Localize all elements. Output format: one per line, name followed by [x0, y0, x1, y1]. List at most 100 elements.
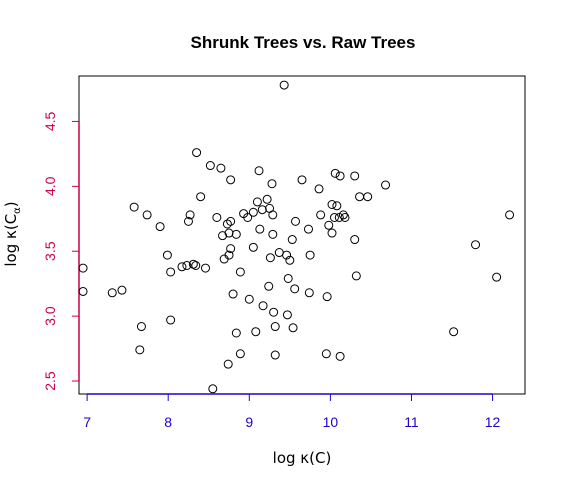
data-point [188, 259, 198, 269]
data-point [327, 228, 337, 238]
data-point [449, 327, 459, 337]
data-point [381, 180, 391, 190]
data-point [350, 235, 360, 245]
x-tick-label: 11 [404, 414, 419, 430]
y-tick-label: 2.5 [42, 371, 58, 391]
x-tick-label: 9 [245, 414, 253, 430]
data-point [471, 240, 481, 250]
y-tick-label: 4.0 [42, 176, 58, 196]
data-point [279, 80, 289, 90]
data-point [335, 171, 345, 181]
data-point [219, 254, 229, 264]
data-point [314, 184, 324, 194]
data-point [290, 284, 300, 294]
data-point [321, 349, 331, 359]
data-point [270, 350, 280, 360]
data-point [78, 286, 88, 296]
y-tick-label: 3.0 [42, 306, 58, 326]
data-point [218, 231, 228, 241]
data-point [285, 255, 295, 265]
y-axis-label-subscript: α [12, 207, 23, 214]
data-point [265, 253, 275, 263]
data-point [330, 168, 340, 178]
data-point [155, 222, 165, 232]
data-point [305, 250, 315, 260]
data-point [166, 315, 176, 325]
data-point [228, 289, 238, 299]
data-point [282, 310, 292, 320]
data-point [231, 229, 241, 239]
data-point [262, 194, 272, 204]
y-axis-label: log κ(Cα) [2, 201, 23, 266]
data-point [235, 349, 245, 359]
data-point [201, 263, 211, 273]
data-point [335, 351, 345, 361]
data-point [332, 201, 342, 211]
data-point [255, 224, 265, 234]
data-point [223, 359, 233, 369]
data-point [129, 202, 139, 212]
data-point [192, 148, 202, 158]
data-point [282, 250, 292, 260]
x-tick-label: 7 [83, 414, 91, 430]
x-axis: 7 8 9 10 11 12 [83, 393, 501, 430]
y-tick-label: 3.5 [42, 241, 58, 261]
data-point [231, 328, 241, 338]
data-point [351, 271, 361, 281]
data-point [226, 216, 236, 226]
data-point [492, 272, 502, 282]
data-point [288, 323, 298, 333]
data-point [329, 212, 339, 222]
data-point [254, 166, 264, 176]
y-axis-label-close: ) [2, 201, 20, 207]
data-point [304, 288, 314, 298]
data-point [142, 210, 152, 220]
data-point [363, 192, 373, 202]
data-point [135, 345, 145, 355]
y-axis: 2.5 3.0 3.5 4.0 4.5 [42, 111, 80, 391]
data-point [182, 261, 192, 271]
x-tick-label: 12 [485, 414, 501, 430]
data-points [78, 80, 515, 394]
plot-frame [78, 75, 526, 395]
data-point [208, 384, 218, 394]
data-point [107, 288, 117, 298]
data-point [248, 207, 258, 217]
data-point [212, 212, 222, 222]
data-point [324, 220, 334, 230]
x-tick-label: 8 [164, 414, 172, 430]
data-point [183, 216, 193, 226]
data-point [287, 235, 297, 245]
data-point [257, 205, 267, 215]
data-point [334, 212, 344, 222]
data-point [235, 267, 245, 277]
data-point [252, 197, 262, 207]
data-point [267, 179, 277, 189]
data-point [248, 242, 258, 252]
data-point [216, 163, 226, 173]
data-point [222, 219, 232, 229]
data-point [270, 322, 280, 332]
data-point [316, 210, 326, 220]
data-point [269, 307, 279, 317]
data-point [264, 281, 274, 291]
data-point [251, 327, 261, 337]
data-point [322, 292, 332, 302]
data-point [224, 228, 234, 238]
data-point [205, 161, 215, 171]
data-point [243, 212, 253, 222]
x-axis-label: log κ(C) [273, 449, 332, 467]
data-point [340, 212, 350, 222]
data-point [136, 322, 146, 332]
data-point [350, 171, 360, 181]
data-point [185, 210, 195, 220]
data-point [355, 192, 365, 202]
y-tick-label: 4.5 [42, 111, 58, 131]
data-point [303, 224, 313, 234]
data-point [505, 210, 515, 220]
data-point [291, 216, 301, 226]
data-point [327, 199, 337, 209]
data-point [268, 229, 278, 239]
data-point [177, 262, 187, 272]
